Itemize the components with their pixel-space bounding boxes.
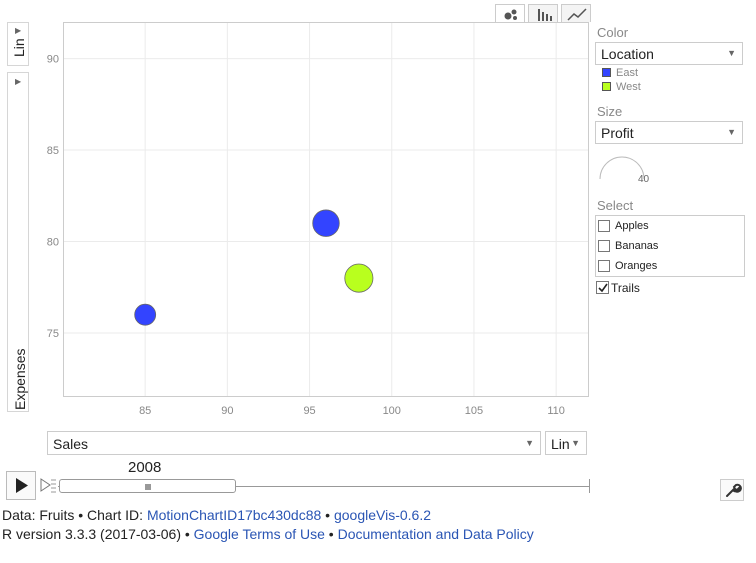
y-tick-label: 85 [47,145,59,157]
size-value: Profit [601,125,634,141]
footer-data-text: Data: Fruits • Chart ID: [2,507,147,523]
x-tick-label: 95 [303,405,315,417]
bubble-east [312,209,340,237]
googlevis-version-link[interactable]: googleVis-0.6.2 [333,507,432,523]
play-icon [16,478,28,493]
x-tick-label: 100 [383,405,401,417]
select-item-label: Bananas [615,240,659,252]
wrench-icon [726,483,742,497]
y-tick-label: 80 [47,237,59,249]
legend-item-west: West [602,81,702,95]
x-tick-label: 85 [139,405,151,417]
timeline-end [589,479,590,493]
points [134,209,374,326]
caret-down-icon: ▼ [525,438,534,448]
caret-down-icon: ▼ [727,127,736,137]
chart-id-link[interactable]: MotionChartID17bc430dc88 [146,507,322,523]
plot-frame [63,22,589,397]
select-item-oranges[interactable]: Oranges [598,259,738,275]
select-item-label: Oranges [615,260,658,272]
terms-link[interactable]: Google Terms of Use [193,526,325,542]
bar-chart-icon [538,9,552,21]
timeline-slider-handle[interactable] [59,479,236,493]
trails-label: Trails [611,281,640,295]
x-tick-label: 105 [465,405,483,417]
line-chart-icon [567,8,587,21]
bubble-east [134,303,157,326]
select-item-apples[interactable]: Apples [598,219,738,235]
size-label: Size [597,104,623,119]
bubble-chart-tab[interactable] [495,4,525,23]
checkbox[interactable] [598,240,610,252]
legend-swatch [602,68,611,77]
caret-down-icon: ▼ [571,438,580,448]
y-variable-selector[interactable]: ▶ Expenses [7,72,29,412]
footer-r-version: R version 3.3.3 (2017-03-06) • [2,526,194,542]
footer-separator: • [321,507,334,523]
grid [63,22,589,397]
checkbox[interactable] [598,220,610,232]
play-button[interactable] [6,471,36,500]
size-scale-value: 40 [638,174,650,185]
scatter-plot: 85 90 95 100 105 110 75 80 85 90 [47,22,589,417]
color-value: Location [601,46,654,62]
expand-arrow-icon: ▶ [15,26,22,35]
footer-line-2: R version 3.3.3 (2017-03-06) • Google Te… [2,526,534,542]
check-icon [598,283,608,293]
year-label: 2008 [128,459,162,476]
size-dropdown[interactable]: Profit ▼ [595,121,743,144]
y-tick-label: 75 [47,328,59,340]
x-tick-label: 110 [547,405,565,417]
legend-label: West [616,81,641,93]
color-label: Color [597,25,629,40]
bubble-west [344,263,374,293]
bubble-icon [504,9,517,20]
footer-separator: • [324,526,338,542]
x-scale-dropdown[interactable]: Lin ▼ [545,431,587,455]
x-variable-value: Sales [53,436,89,452]
grip-icon [145,484,151,490]
color-dropdown[interactable]: Location ▼ [595,42,743,65]
speed-control-icon[interactable] [39,476,57,494]
expand-arrow-icon: ▶ [15,77,22,86]
caret-down-icon: ▼ [727,48,736,58]
trails-checkbox[interactable] [596,281,609,294]
timeline-track [58,486,590,487]
legend-item-east: East [602,67,702,81]
footer-line-1: Data: Fruits • Chart ID: MotionChartID17… [2,507,431,523]
legend-label: East [616,67,639,79]
settings-button[interactable] [720,479,744,501]
x-scale-value: Lin [551,436,570,452]
select-item-bananas[interactable]: Bananas [598,239,738,255]
ticks: 85 90 95 100 105 110 75 80 85 90 [47,54,565,417]
size-scale-icon [599,156,645,180]
trails-toggle[interactable]: Trails [596,281,676,296]
x-tick-label: 90 [221,405,233,417]
select-item-label: Apples [615,220,649,232]
x-variable-dropdown[interactable]: Sales ▼ [47,431,541,455]
bar-chart-tab[interactable] [528,4,558,22]
checkbox[interactable] [598,260,610,272]
select-list: Apples Bananas Oranges [595,215,745,277]
policy-link[interactable]: Documentation and Data Policy [337,526,534,542]
y-tick-label: 90 [47,54,59,66]
line-chart-tab[interactable] [561,4,591,22]
legend-swatch [602,82,611,91]
y-scale-selector[interactable]: ▶ Lin [7,22,29,66]
select-label: Select [597,198,634,213]
